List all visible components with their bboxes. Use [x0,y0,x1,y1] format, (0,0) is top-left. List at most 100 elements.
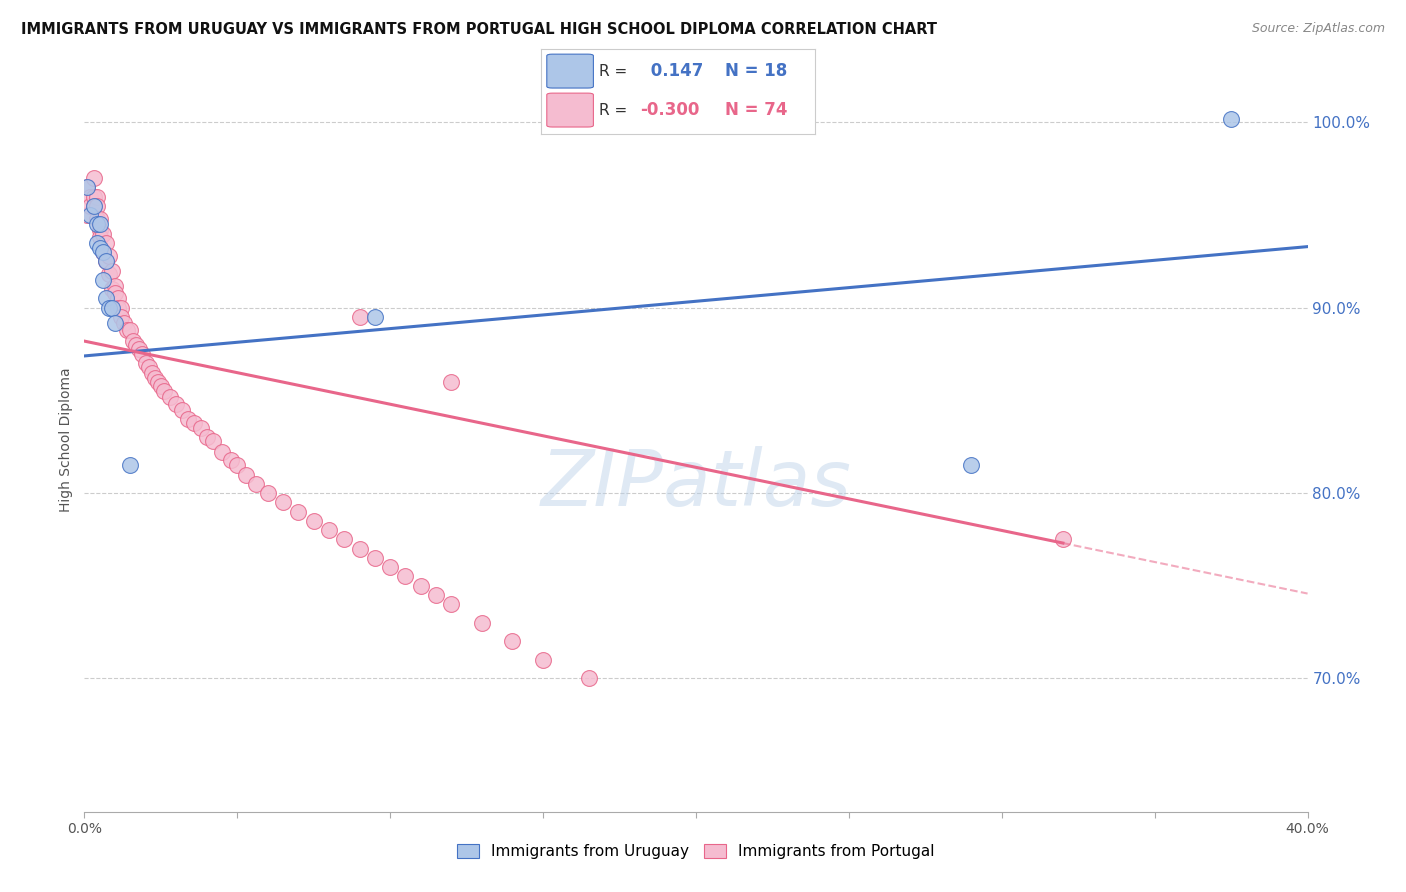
Text: -0.300: -0.300 [640,101,699,119]
Point [122,334,145,348]
Point [153,384,176,398]
Point [89,230,111,244]
Point [141,366,163,380]
Point [86,235,108,250]
Text: N = 74: N = 74 [725,101,787,119]
Point [91,273,114,287]
Point [409,579,432,593]
Text: R =: R = [599,103,627,118]
Point [177,412,200,426]
Point [1220,112,1243,126]
Point [201,434,224,449]
Point [146,375,169,389]
Point [94,292,117,306]
Point [502,634,524,648]
Point [125,338,148,352]
Point [89,242,111,256]
Point [190,421,212,435]
Text: N = 18: N = 18 [725,62,787,80]
Point [143,371,166,385]
Point [394,569,416,583]
Point [349,541,371,556]
Text: IMMIGRANTS FROM URUGUAY VS IMMIGRANTS FROM PORTUGAL HIGH SCHOOL DIPLOMA CORRELAT: IMMIGRANTS FROM URUGUAY VS IMMIGRANTS FR… [21,22,936,37]
Point [94,254,117,268]
Point [112,316,135,330]
Point [101,282,124,296]
Point [110,301,132,315]
Point [79,189,101,203]
Legend: Immigrants from Uruguay, Immigrants from Portugal: Immigrants from Uruguay, Immigrants from… [453,839,939,863]
Point [159,390,181,404]
FancyBboxPatch shape [547,54,593,88]
Point [120,323,142,337]
Point [531,653,554,667]
Point [76,180,98,194]
Point [107,292,129,306]
Point [135,356,157,370]
Point [97,249,120,263]
Point [219,452,242,467]
Point [440,375,463,389]
Point [131,347,153,361]
Point [257,486,280,500]
Text: R =: R = [599,63,627,78]
Text: 0.147: 0.147 [645,62,704,80]
Point [86,199,108,213]
Point [578,671,600,685]
Point [364,550,387,565]
Point [128,342,150,356]
Point [83,199,105,213]
Point [104,316,127,330]
Point [91,227,114,241]
Point [364,310,387,324]
Point [195,430,218,444]
Point [138,359,160,374]
Point [101,301,124,315]
Point [149,378,172,392]
Point [83,199,105,213]
Point [1052,533,1074,547]
Text: Source: ZipAtlas.com: Source: ZipAtlas.com [1251,22,1385,36]
Point [245,476,267,491]
Point [120,458,142,473]
Point [76,208,98,222]
Point [89,218,111,232]
Point [89,211,111,226]
Point [235,467,257,482]
Text: ZIPatlas: ZIPatlas [540,446,852,522]
Point [183,416,205,430]
Point [91,245,114,260]
Point [287,505,309,519]
Point [226,458,249,473]
Point [110,310,132,324]
Point [97,301,120,315]
Point [960,458,983,473]
Point [172,402,194,417]
Point [471,615,494,630]
Point [89,223,111,237]
Point [86,189,108,203]
FancyBboxPatch shape [547,93,593,127]
Point [302,514,325,528]
Point [97,268,120,282]
Point [271,495,294,509]
Point [76,180,98,194]
Point [115,323,138,337]
Point [440,597,463,611]
Point [425,588,447,602]
Point [101,263,124,277]
Point [333,533,356,547]
Point [94,254,117,268]
Point [211,445,233,459]
Point [86,218,108,232]
Point [83,189,105,203]
Point [94,235,117,250]
Point [83,171,105,186]
Point [104,285,127,300]
Point [165,397,187,411]
Point [79,208,101,222]
Point [86,211,108,226]
Point [104,278,127,293]
Point [318,523,340,537]
Point [349,310,371,324]
